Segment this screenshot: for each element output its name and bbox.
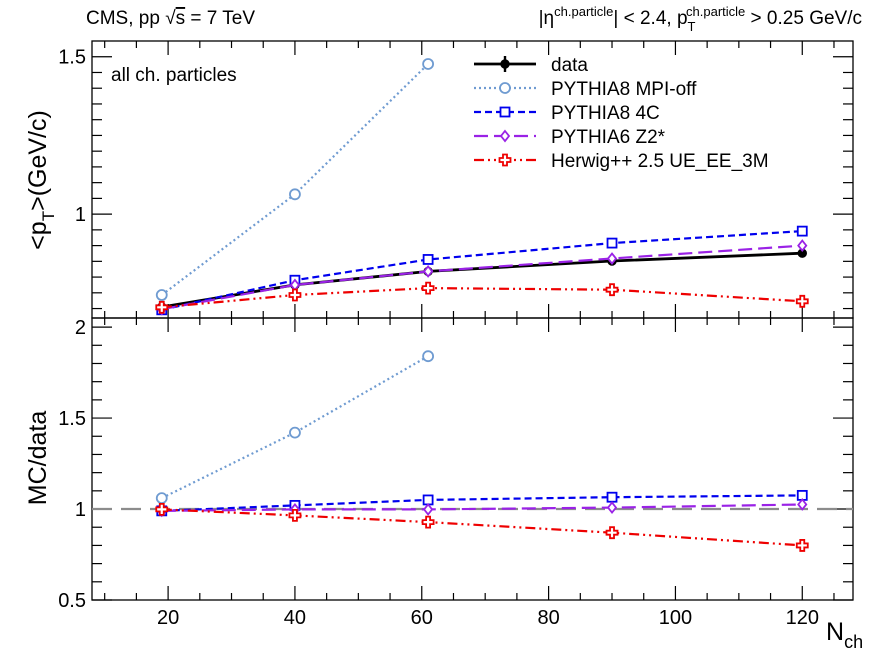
header-left-suffix: = 7 TeV	[185, 8, 255, 29]
bottom-panel-frame	[91, 317, 854, 601]
top-series-line-pythia8-4c	[161, 230, 803, 311]
bottom-y-tick-label: 2	[75, 317, 86, 339]
bottom-y-tick-label: 1.5	[58, 408, 86, 430]
top-point-herwig-2-5-ue-ee-3m-2	[421, 281, 435, 295]
top-y-axis-title-sub: T	[39, 211, 58, 221]
header-right-mid: | < 2.4, p	[613, 8, 687, 29]
bottom-point-herwig-2-5-ue-ee-3m-0	[155, 502, 169, 516]
legend: data PYTHIA8 MPI-off PYTHIA8 4C PYTHIA6 Z2*…	[474, 55, 769, 172]
top-point-herwig-2-5-ue-ee-3m-1	[288, 288, 302, 302]
x-tick-label: 60	[411, 607, 433, 629]
header-right-abs-open: |η	[539, 8, 555, 29]
legend-label-pythia8-4c: PYTHIA8 4C	[551, 103, 660, 124]
x-tick-label: 120	[786, 607, 819, 629]
top-series-line-pythia8-mpi-off	[161, 63, 429, 296]
top-point-pythia8-4c-3	[606, 237, 618, 249]
bottom-panel-series	[155, 350, 809, 552]
header-right-pt-sup: ch.particle	[686, 4, 745, 19]
x-axis-title: Nch	[826, 618, 863, 652]
bottom-axis-ticks: 20 40 60 80 100 120 0.5 1 1.5 2	[58, 317, 853, 629]
bottom-point-pythia8-mpi-off-0	[155, 492, 168, 505]
top-y-tick-label: 1.5	[58, 47, 86, 69]
bottom-point-herwig-2-5-ue-ee-3m-1	[288, 509, 302, 522]
legend-label-herwig-2-5-ue-ee-3m: Herwig++ 2.5 UE_EE_3M	[551, 151, 769, 172]
x-tick-label: 80	[537, 607, 559, 629]
bottom-series-line-herwig-2-5-ue-ee-3m	[161, 508, 803, 547]
bottom-point-pythia6-z2-3	[606, 501, 618, 515]
bottom-point-herwig-2-5-ue-ee-3m-3	[605, 526, 619, 540]
legend-label-data: data	[551, 55, 588, 76]
header-left-sqrt: √	[165, 8, 176, 29]
top-point-herwig-2-5-ue-ee-3m-0	[155, 300, 169, 314]
top-y-tick-label: 1	[75, 204, 86, 226]
top-point-pythia6-z2-3	[606, 252, 618, 265]
top-point-pythia8-mpi-off-2	[422, 58, 435, 70]
legend-marker-pythia8-4c	[499, 106, 511, 118]
x-tick-label: 40	[284, 607, 306, 629]
header-left-s: s	[176, 8, 186, 29]
bottom-y-tick-label: 1	[75, 499, 86, 521]
top-y-axis-title-rest: >(GeV/c)	[24, 110, 52, 211]
top-y-axis-title: <pT>(GeV/c)	[24, 110, 58, 250]
top-point-pythia6-z2-2	[422, 264, 434, 278]
top-point-pythia8-4c-4	[796, 225, 808, 237]
x-axis-title-main: N	[826, 618, 844, 646]
legend-label-pythia6-z2: PYTHIA6 Z2*	[551, 127, 666, 148]
legend-marker-data	[500, 59, 510, 69]
x-axis-title-sub: ch	[844, 632, 863, 652]
bottom-y-axis-title: MC/data	[24, 411, 52, 506]
top-axis-ticks: 1.51	[58, 41, 853, 318]
x-tick-label: 20	[157, 607, 179, 629]
header-left-prefix: CMS, pp	[86, 8, 165, 29]
legend-label-pythia8-mpi-off: PYTHIA8 MPI-off	[551, 79, 697, 100]
top-point-pythia8-mpi-off-1	[289, 188, 301, 201]
top-point-herwig-2-5-ue-ee-3m-4	[795, 294, 809, 308]
bottom-point-pythia8-4c-3	[606, 491, 618, 503]
header-right: |ηch.particle| < 2.4, pTch.particle > 0.…	[539, 4, 862, 34]
bottom-point-pythia6-z2-4	[797, 498, 808, 511]
bottom-point-pythia8-mpi-off-1	[289, 426, 301, 439]
x-tick-label: 100	[659, 607, 692, 629]
bottom-point-herwig-2-5-ue-ee-3m-4	[795, 539, 809, 552]
bottom-point-herwig-2-5-ue-ee-3m-2	[421, 515, 435, 529]
top-point-pythia8-mpi-off-0	[155, 289, 168, 301]
header-right-eta-sup: ch.particle	[554, 4, 613, 19]
bottom-y-tick-label: 0.5	[58, 590, 86, 612]
header-right-tail: > 0.25 GeV/c	[745, 8, 862, 29]
bottom-point-pythia6-z2-2	[422, 502, 434, 516]
top-panel-annotation: all ch. particles	[111, 65, 237, 86]
top-series-line-data	[161, 251, 803, 309]
legend-marker-herwig-2-5-ue-ee-3m	[498, 153, 512, 167]
bottom-series-line-pythia8-mpi-off	[161, 355, 429, 500]
header-right-pt-sub: T	[688, 19, 696, 34]
legend-marker-pythia8-mpi-off	[499, 82, 511, 94]
top-point-pythia6-z2-4	[797, 239, 808, 253]
header-left: CMS, pp √s = 7 TeV	[86, 8, 255, 29]
bottom-point-pythia8-mpi-off-2	[422, 350, 435, 363]
top-y-axis-title-open: <p	[24, 221, 52, 250]
legend-marker-pythia6-z2	[499, 129, 511, 143]
top-point-herwig-2-5-ue-ee-3m-3	[605, 283, 619, 297]
top-point-pythia8-4c-2	[422, 254, 434, 265]
top-panel-series	[155, 58, 809, 316]
